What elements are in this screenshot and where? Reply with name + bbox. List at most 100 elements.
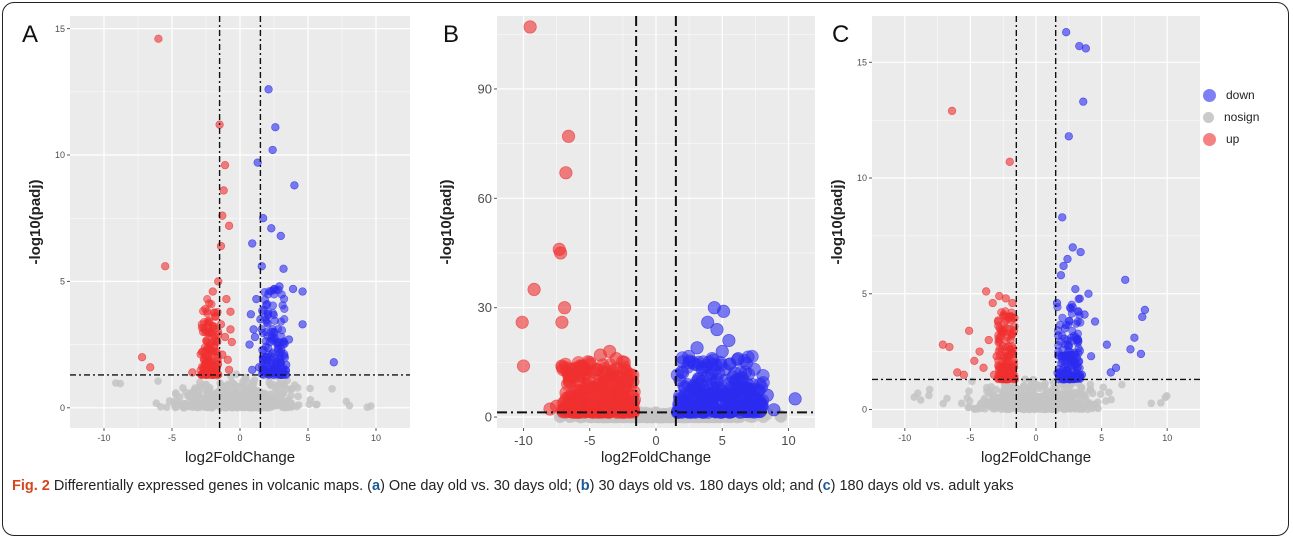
point-down [1121,275,1130,285]
point-down [1079,97,1088,106]
point-down [269,365,278,374]
point-up [197,320,206,329]
point-nosign [1051,396,1060,404]
point-down [690,341,704,355]
point-up [220,160,230,170]
panel-letter: B [443,21,459,48]
point-up [996,374,1005,383]
point-down [698,401,712,415]
point-down [1081,44,1091,53]
x-tick-label: 0 [1033,433,1038,443]
point-nosign [1028,383,1037,391]
point-nosign [1065,404,1073,412]
point-up [205,299,214,308]
point-down [329,358,338,367]
point-up [1008,298,1017,308]
point-nosign [256,387,264,396]
point-nosign [985,387,993,395]
x-tick-label: 10 [1162,433,1172,443]
y-tick-label: 90 [478,81,492,96]
point-down [722,333,736,348]
point-nosign [286,385,295,393]
panel-letter: C [832,21,849,48]
point-nosign [925,385,934,394]
x-tick-label: 0 [652,433,659,448]
point-down [693,377,707,391]
point-nosign [1107,395,1115,404]
point-up [210,342,219,352]
x-tick-label: 5 [719,433,726,448]
point-nosign [162,403,171,411]
point-down [1064,132,1073,141]
point-nosign [1096,390,1105,398]
point-up [592,388,606,402]
legend-item-nosign: nosign [1203,106,1259,128]
point-up [563,370,577,384]
point-up [208,287,217,296]
point-nosign [1118,380,1126,389]
point-down [1126,345,1135,354]
point-up [988,298,997,308]
y-tick-label: 10 [55,150,65,160]
point-up [621,374,635,388]
x-tick-label: -10 [97,433,110,443]
point-nosign [345,401,354,410]
point-up [197,348,207,357]
point-down [280,304,289,313]
point-up [945,342,954,352]
point-down [1074,294,1083,304]
point-nosign [995,394,1003,403]
point-nosign [204,390,212,398]
point-down [1062,28,1071,37]
point-down [1063,254,1072,264]
point-up [188,368,197,377]
point-down [745,349,759,363]
point-nosign [211,391,219,400]
point-up [562,129,576,143]
point-down [1065,303,1075,312]
point-down [298,287,307,296]
point-up [577,384,591,399]
point-nosign [1105,388,1113,397]
point-up [1001,294,1010,303]
point-down [258,345,267,355]
point-down [674,401,688,415]
point-up [947,106,957,116]
point-up [516,359,531,373]
point-up [1010,322,1019,331]
point-nosign [211,398,220,406]
x-tick-label: 10 [371,433,381,443]
point-nosign [275,394,283,403]
point-down [731,352,745,366]
point-nosign [977,404,986,413]
y-tick-label: 0 [485,410,492,425]
point-nosign [225,395,233,404]
point-nosign [265,379,274,387]
point-up [994,334,1003,343]
point-down [1058,313,1067,322]
point-down [1054,331,1063,340]
point-up [998,342,1007,351]
point-down [263,299,272,309]
point-nosign [1053,402,1062,410]
point-up [558,301,572,315]
y-tick-label: 60 [478,191,492,206]
panel-letter: A [22,21,38,48]
y-tick-label: 15 [857,57,867,67]
caption-text-2: ) One day old vs. 30 days old; ( [380,478,581,494]
point-nosign [925,391,933,400]
point-nosign [287,391,295,400]
point-nosign [1004,388,1013,397]
point-nosign [294,392,302,401]
point-down [705,366,719,380]
point-nosign [279,379,288,387]
point-down [268,309,278,318]
caption-letter-a: a [371,478,381,494]
point-nosign [1044,400,1052,409]
point-up [989,370,999,379]
point-up [214,330,223,339]
point-down [1138,312,1147,322]
x-tick-label: -5 [584,433,596,448]
point-up [216,320,226,329]
point-up [993,317,1003,326]
